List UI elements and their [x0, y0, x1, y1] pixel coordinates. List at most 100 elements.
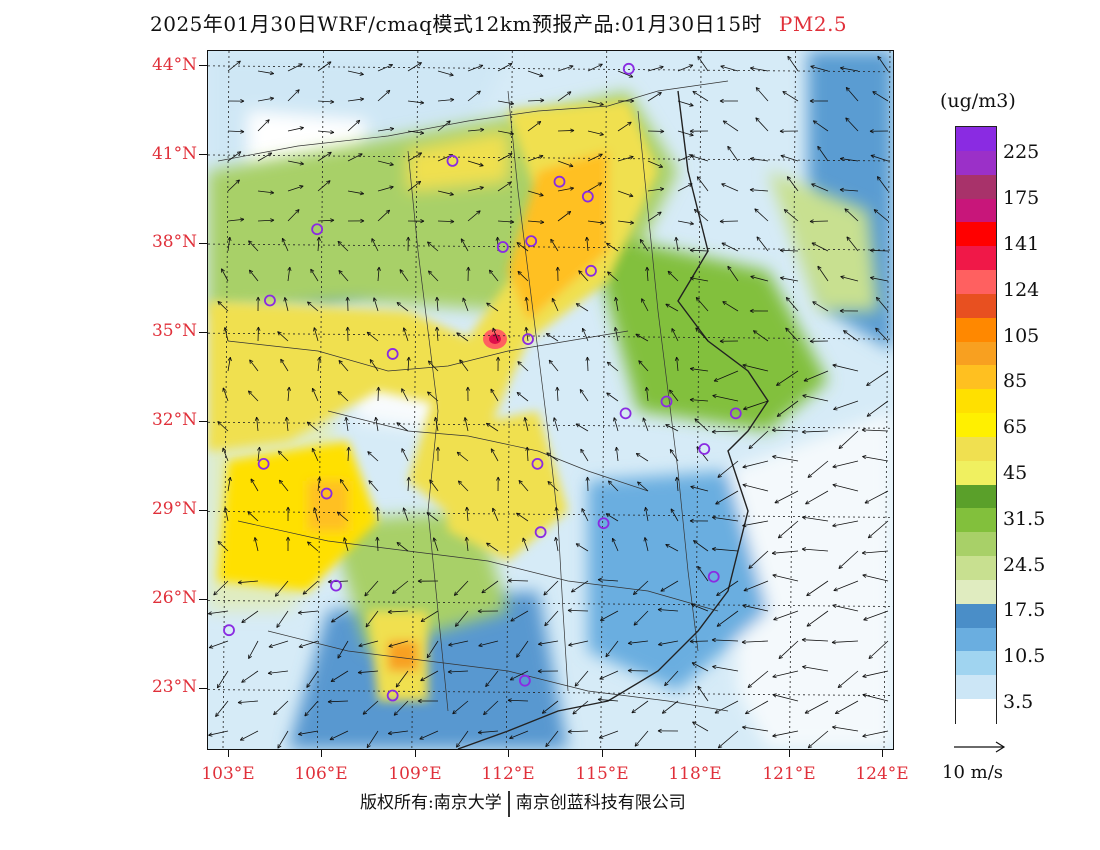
colorbar-units: (ug/m3) [940, 90, 1016, 112]
wind-arrow [862, 455, 889, 462]
lon-label-103: 103°E [201, 764, 255, 784]
wind-arrow [802, 515, 829, 522]
wind-arrow [617, 70, 634, 78]
wind-arrow [345, 326, 350, 342]
wind-arrow [867, 520, 889, 539]
colorbar-segment [956, 317, 996, 343]
wind-arrow [575, 423, 589, 432]
wind-arrow [611, 537, 619, 552]
wind-arrow [237, 580, 259, 585]
city-marker[interactable] [496, 241, 509, 253]
city-marker[interactable] [585, 264, 597, 277]
lon-label-118: 118°E [668, 764, 722, 784]
wind-arrow [492, 507, 499, 522]
wind-arrow [346, 446, 351, 462]
wind-arrow [376, 386, 381, 402]
wind-arrow [516, 391, 529, 402]
colorbar-segment [956, 127, 996, 152]
city-marker[interactable] [223, 624, 235, 637]
wind-arrow [316, 236, 321, 252]
wind-arrow [644, 386, 649, 402]
wind-arrow [554, 536, 559, 552]
wind-arrow [647, 211, 662, 222]
wind-arrow [557, 160, 574, 168]
lat-tick [199, 688, 207, 689]
city-marker[interactable] [581, 190, 594, 203]
wind-arrow [485, 670, 499, 688]
wind-arrow [689, 639, 709, 644]
wind-arrow [420, 610, 439, 622]
wind-arrow [358, 640, 379, 648]
wind-arrow [257, 152, 273, 162]
wind-arrow [869, 129, 889, 134]
wind-arrow [367, 451, 379, 462]
city-marker[interactable] [553, 175, 566, 188]
copyright-text: 版权所有:南京大学 [360, 793, 502, 813]
wind-arrow [527, 98, 545, 103]
city-marker[interactable] [534, 526, 547, 539]
wind-arrow [787, 55, 799, 72]
lat-tick [199, 421, 207, 422]
city-marker[interactable] [518, 674, 531, 687]
wind-arrow [669, 449, 679, 462]
wind-arrow [368, 480, 379, 492]
wind-arrow [329, 730, 349, 741]
city-marker[interactable] [330, 579, 342, 592]
city-marker[interactable] [531, 457, 544, 470]
wind-arrow [587, 63, 603, 72]
lon-label-112: 112°E [481, 764, 535, 784]
wind-arrow [544, 610, 559, 627]
wind-arrow [777, 520, 799, 539]
city-marker[interactable] [522, 333, 534, 346]
city-marker[interactable] [622, 62, 635, 75]
wind-arrow [247, 390, 259, 402]
wind-arrow [510, 610, 529, 622]
city-marker[interactable] [446, 154, 459, 167]
city-marker[interactable] [386, 348, 399, 360]
city-marker[interactable] [311, 223, 324, 236]
city-marker[interactable] [698, 443, 711, 455]
city-marker[interactable] [707, 570, 720, 583]
wind-arrow [216, 670, 229, 689]
wind-arrow [285, 506, 291, 522]
wind-arrow [587, 182, 603, 192]
wind-arrow [832, 725, 859, 732]
city-marker[interactable] [264, 294, 276, 307]
city-marker[interactable] [729, 407, 742, 420]
city-marker[interactable] [525, 235, 538, 247]
wind-arrow [785, 327, 799, 342]
wind-arrow [306, 421, 319, 432]
wind-arrow [372, 297, 379, 312]
city-marker[interactable] [597, 517, 610, 530]
wind-arrow [785, 296, 799, 312]
map-panel[interactable] [207, 50, 894, 750]
wind-arrow [527, 154, 544, 162]
wind-arrow [667, 270, 679, 282]
hotspot [483, 329, 507, 349]
wind-arrow [454, 610, 469, 627]
wind-arrow [447, 669, 469, 674]
city-marker[interactable] [320, 487, 333, 500]
wind-arrow [227, 60, 241, 72]
city-marker[interactable] [619, 407, 632, 420]
wind-arrow [525, 446, 530, 462]
wind-arrow [689, 366, 709, 372]
wind-arrow [695, 297, 709, 312]
wind-arrow [716, 580, 739, 597]
colorbar-segment [956, 222, 996, 247]
city-marker[interactable] [386, 689, 399, 702]
city-marker[interactable] [257, 457, 270, 470]
city-marker[interactable] [660, 395, 673, 408]
colorbar-label: 105 [1003, 325, 1040, 347]
wind-arrow [870, 154, 889, 162]
wind-arrow [273, 700, 289, 716]
wind-arrow [287, 63, 303, 72]
wind-arrow [307, 541, 319, 552]
wind-arrow [254, 416, 260, 432]
wind-arrow [371, 238, 379, 252]
colorbar-label: 124 [1003, 279, 1040, 301]
wind-arrow [396, 422, 409, 432]
wind-arrow [460, 238, 469, 252]
wind-arrow [401, 388, 409, 402]
coastline [457, 90, 769, 749]
